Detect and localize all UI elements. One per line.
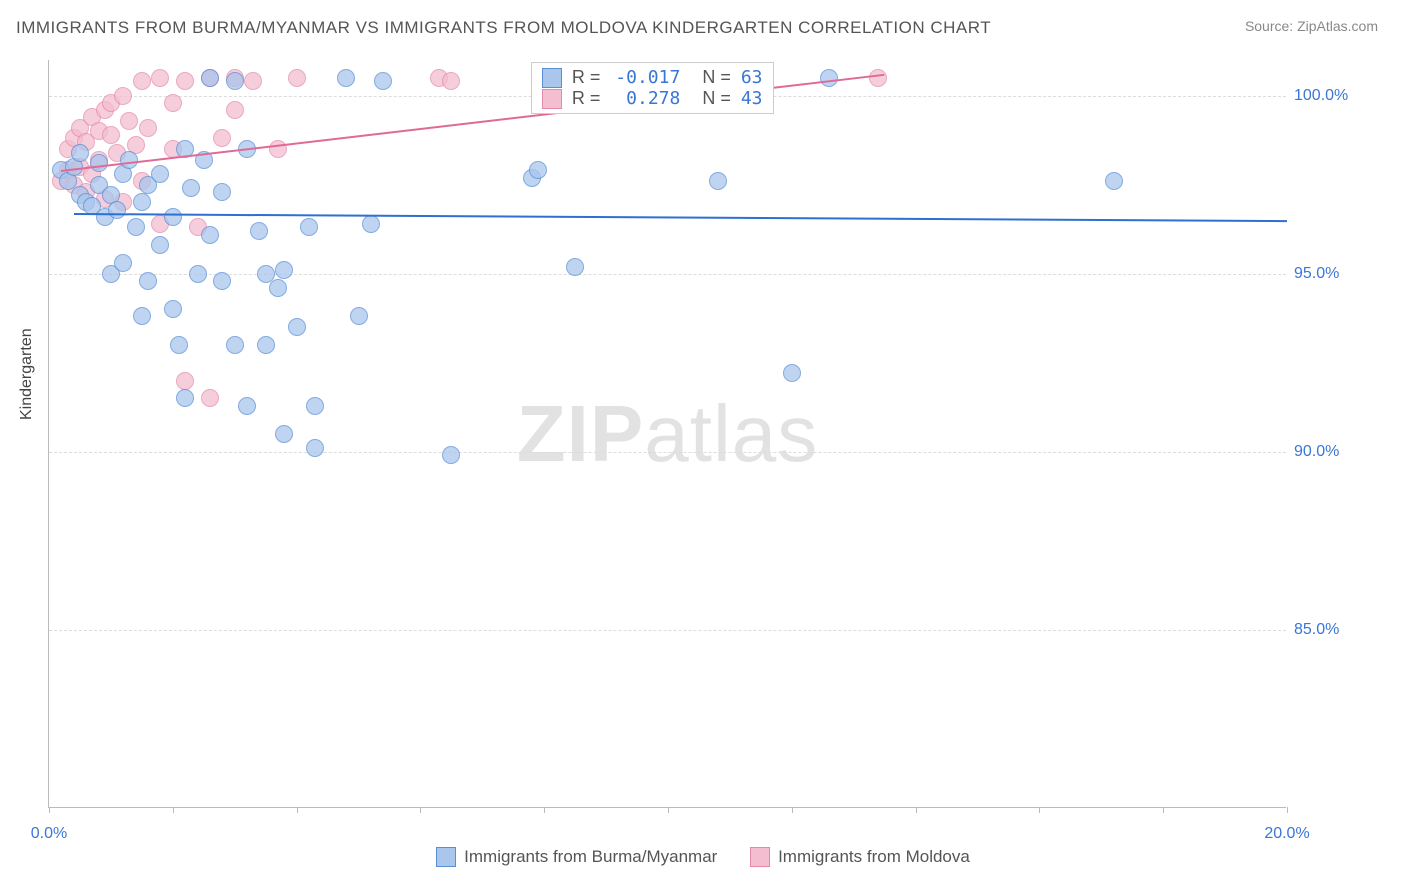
legend-swatch	[750, 847, 770, 867]
scatter-point	[288, 69, 306, 87]
scatter-point	[127, 218, 145, 236]
x-tick	[1039, 807, 1040, 813]
scatter-point	[120, 151, 138, 169]
scatter-point	[164, 300, 182, 318]
scatter-point	[442, 72, 460, 90]
legend-bottom: Immigrants from Burma/Myanmar Immigrants…	[0, 847, 1406, 872]
scatter-point	[213, 272, 231, 290]
scatter-point	[306, 439, 324, 457]
scatter-point	[71, 144, 89, 162]
scatter-point	[170, 336, 188, 354]
scatter-point	[151, 69, 169, 87]
plot-area: ZIPatlas 85.0%90.0%95.0%100.0%0.0%20.0%	[48, 60, 1286, 808]
scatter-point	[151, 165, 169, 183]
y-tick-label: 100.0%	[1294, 87, 1374, 105]
scatter-point	[120, 112, 138, 130]
scatter-point	[201, 69, 219, 87]
scatter-point	[139, 272, 157, 290]
scatter-point	[250, 222, 268, 240]
scatter-point	[133, 307, 151, 325]
scatter-point	[139, 119, 157, 137]
scatter-point	[114, 254, 132, 272]
scatter-point	[275, 425, 293, 443]
legend-stats-row: R =-0.017N =63	[542, 67, 763, 88]
scatter-point	[164, 94, 182, 112]
grid-line	[49, 274, 1286, 275]
chart-title: IMMIGRANTS FROM BURMA/MYANMAR VS IMMIGRA…	[16, 18, 991, 38]
y-tick-label: 95.0%	[1294, 265, 1374, 283]
scatter-point	[226, 101, 244, 119]
scatter-point	[176, 389, 194, 407]
legend-swatch	[436, 847, 456, 867]
grid-line	[49, 630, 1286, 631]
x-tick	[1287, 807, 1288, 813]
x-tick	[544, 807, 545, 813]
source-attribution: Source: ZipAtlas.com	[1245, 18, 1378, 34]
scatter-point	[566, 258, 584, 276]
x-tick	[916, 807, 917, 813]
grid-line	[49, 452, 1286, 453]
x-tick	[420, 807, 421, 813]
trend-line	[74, 213, 1287, 222]
scatter-point	[151, 236, 169, 254]
y-tick-label: 90.0%	[1294, 443, 1374, 461]
scatter-point	[300, 218, 318, 236]
scatter-point	[182, 179, 200, 197]
scatter-point	[529, 161, 547, 179]
scatter-point	[176, 72, 194, 90]
scatter-point	[189, 265, 207, 283]
scatter-point	[709, 172, 727, 190]
x-tick	[1163, 807, 1164, 813]
scatter-point	[337, 69, 355, 87]
legend-item-burma: Immigrants from Burma/Myanmar	[436, 847, 717, 867]
scatter-point	[820, 69, 838, 87]
legend-stats: R =-0.017N =63R =0.278N =43	[531, 62, 774, 114]
scatter-point	[350, 307, 368, 325]
scatter-point	[114, 87, 132, 105]
scatter-point	[213, 129, 231, 147]
scatter-point	[90, 154, 108, 172]
scatter-point	[269, 140, 287, 158]
scatter-point	[362, 215, 380, 233]
scatter-point	[108, 201, 126, 219]
scatter-point	[1105, 172, 1123, 190]
scatter-point	[226, 72, 244, 90]
scatter-point	[164, 208, 182, 226]
watermark: ZIPatlas	[517, 388, 818, 480]
legend-item-moldova: Immigrants from Moldova	[750, 847, 970, 867]
scatter-point	[374, 72, 392, 90]
scatter-point	[244, 72, 262, 90]
y-axis-title: Kindergarten	[18, 328, 36, 420]
scatter-point	[869, 69, 887, 87]
scatter-point	[783, 364, 801, 382]
scatter-point	[176, 372, 194, 390]
x-tick-label: 20.0%	[1264, 825, 1309, 843]
scatter-point	[238, 397, 256, 415]
scatter-point	[257, 336, 275, 354]
scatter-point	[201, 389, 219, 407]
x-tick-label: 0.0%	[31, 825, 67, 843]
legend-stats-row: R =0.278N =43	[542, 88, 763, 109]
scatter-point	[102, 126, 120, 144]
scatter-point	[269, 279, 287, 297]
scatter-point	[226, 336, 244, 354]
scatter-point	[442, 446, 460, 464]
x-tick	[792, 807, 793, 813]
scatter-point	[275, 261, 293, 279]
scatter-point	[133, 193, 151, 211]
scatter-point	[306, 397, 324, 415]
x-tick	[173, 807, 174, 813]
scatter-point	[213, 183, 231, 201]
x-tick	[49, 807, 50, 813]
x-tick	[297, 807, 298, 813]
scatter-point	[288, 318, 306, 336]
scatter-point	[133, 72, 151, 90]
y-tick-label: 85.0%	[1294, 621, 1374, 639]
scatter-point	[201, 226, 219, 244]
x-tick	[668, 807, 669, 813]
